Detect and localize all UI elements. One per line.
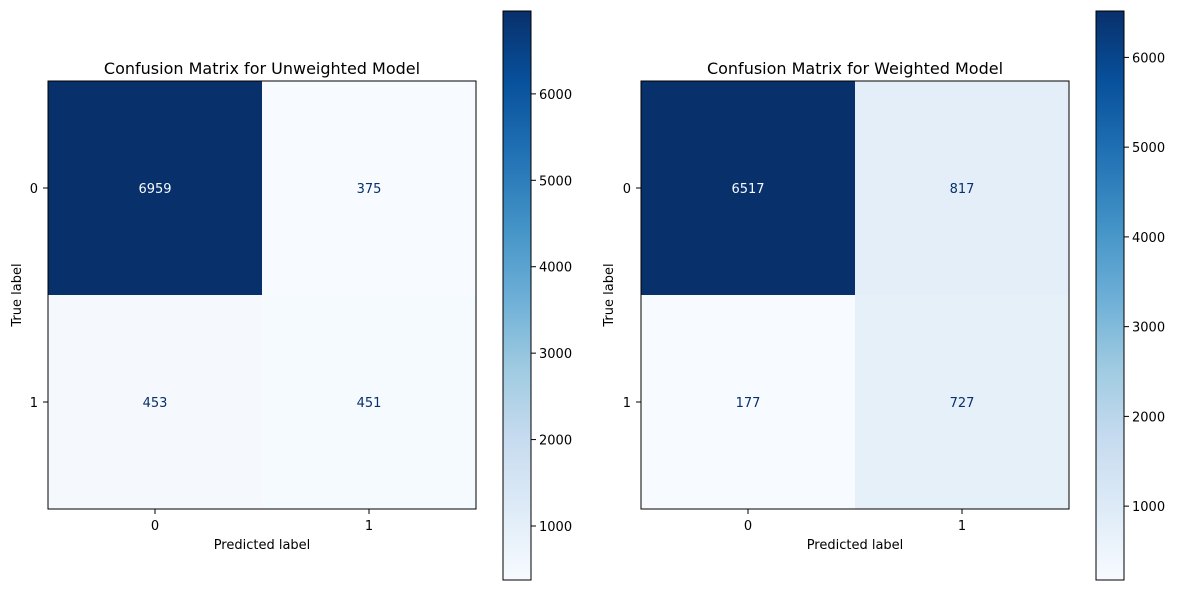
heatmap-cell [48,81,263,296]
x-axis-label: Predicted label [807,538,904,553]
x-tick-label: 1 [365,519,373,534]
colorbar-tick-label: 5000 [539,174,572,189]
y-axis-label: True label [602,263,617,327]
colorbar-tick-label: 4000 [1132,231,1165,246]
x-axis-label: Predicted label [214,538,311,553]
chart-title: Confusion Matrix for Unweighted Model [104,59,420,78]
colorbar-tick-label: 2000 [1132,410,1165,425]
heatmap-cell [855,81,1070,296]
colorbar-tick-label: 4000 [539,261,572,276]
colorbar-ticks: 1000 2000 3000 4000 5000 6000 [1124,51,1165,515]
chart-title: Confusion Matrix for Weighted Model [707,59,1003,78]
y-tick-label: 1 [623,396,631,411]
heatmap-cell [855,295,1070,510]
heatmap-cell [48,295,263,510]
colorbar-tick-label: 6000 [539,88,572,103]
y-tick-label: 1 [30,396,38,411]
heatmap-cells: 6517 817 177 727 [641,81,1070,510]
y-tick-label: 0 [30,182,38,197]
colorbar-tick-label: 3000 [1132,321,1165,336]
y-axis-label: True label [10,263,25,327]
colorbar-tick-label: 6000 [1132,51,1165,66]
plot-frame [640,80,1070,510]
plot-frame [47,80,477,510]
x-tick-label: 0 [744,519,752,534]
cell-value-label: 177 [736,396,761,411]
heatmap-cells: 6959 375 453 451 [48,81,477,510]
colorbar-tick-label: 2000 [539,434,572,449]
heatmap-cell [641,81,856,296]
panel-unweighted: Confusion Matrix for Unweighted Model 69… [10,10,572,581]
y-tick-label: 0 [623,182,631,197]
x-tick-label: 0 [151,519,159,534]
heatmap-cell [262,81,477,296]
cell-value-label: 727 [950,396,975,411]
colorbar-tick-label: 3000 [539,347,572,362]
cell-value-label: 6959 [138,182,171,197]
cell-value-label: 6517 [731,182,764,197]
cell-value-label: 453 [143,396,168,411]
cell-value-label: 375 [357,182,382,197]
colorbar [1095,10,1125,581]
cell-value-label: 817 [950,182,975,197]
colorbar-tick-label: 5000 [1132,141,1165,156]
heatmap-cell [641,295,856,510]
x-tick-label: 1 [958,519,966,534]
colorbar-tick-label: 1000 [539,520,572,535]
cell-value-label: 451 [357,396,382,411]
heatmap-cell [262,295,477,510]
colorbar [502,10,532,581]
panel-weighted: Confusion Matrix for Weighted Model 6517… [602,10,1165,581]
colorbar-tick-label: 1000 [1132,500,1165,515]
colorbar-ticks: 1000 2000 3000 4000 5000 6000 [531,88,572,535]
